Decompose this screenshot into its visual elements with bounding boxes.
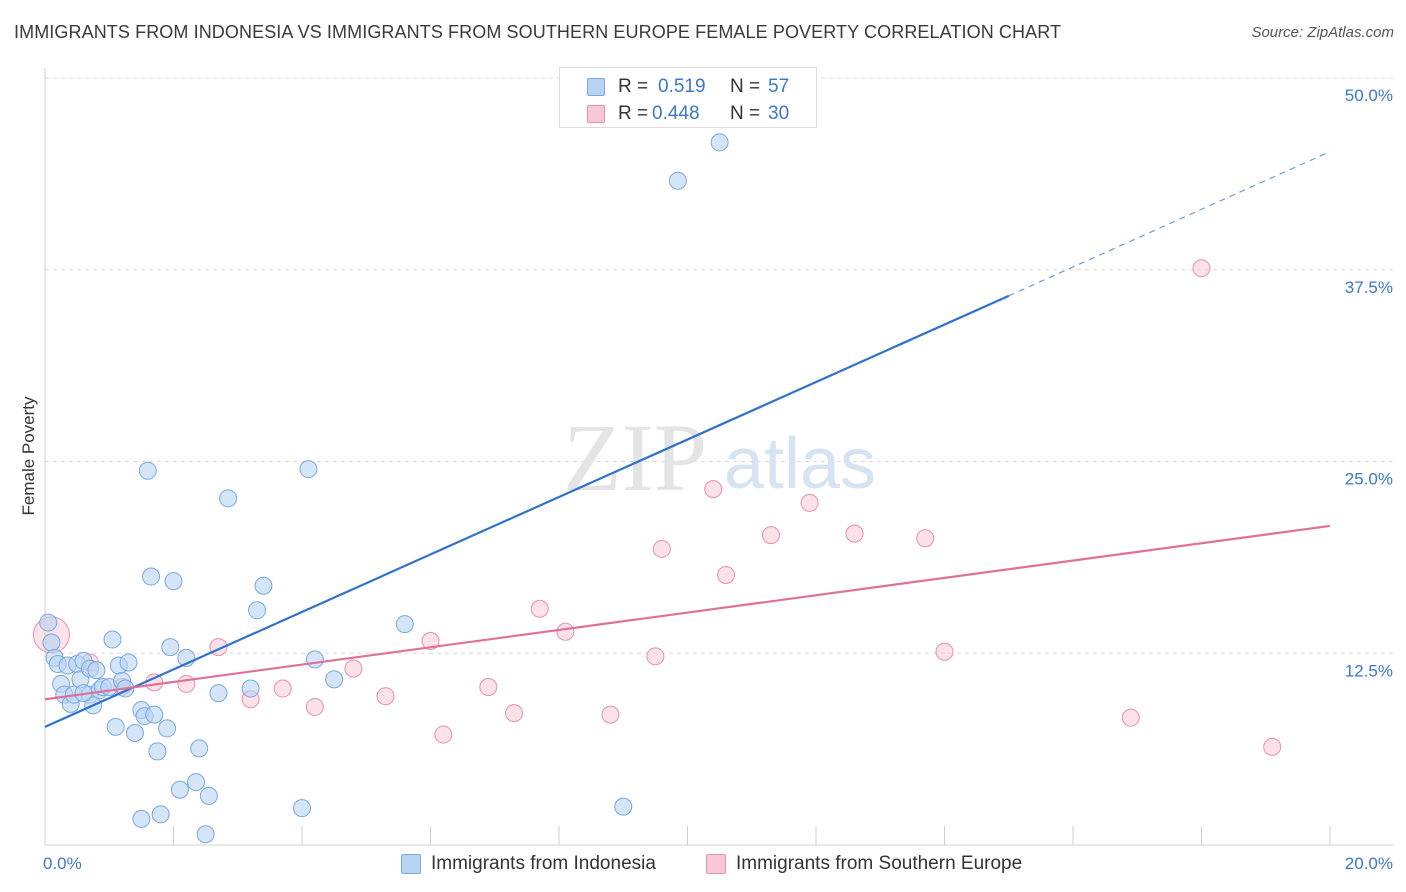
southern-europe-point <box>646 647 665 666</box>
indonesia-point <box>125 724 144 743</box>
southern-europe-point <box>1121 708 1140 727</box>
southern-europe-point <box>845 524 864 543</box>
legend-row-indonesia: R = 0.519 N = 57 <box>560 74 816 100</box>
southern-europe-point <box>800 493 819 512</box>
correlation-legend: R = 0.519 N = 57 R = 0.448 N = 30 <box>559 67 817 128</box>
indonesia-point <box>170 780 189 799</box>
indonesia-point <box>209 684 228 703</box>
southern-europe-point <box>177 674 196 693</box>
series-indonesia-points <box>39 133 729 844</box>
tick-labels: 12.5% 25.0% 37.5% 50.0% 0.0% 20.0% <box>43 86 1393 873</box>
indonesia-point <box>119 653 138 672</box>
indonesia-point <box>248 601 267 620</box>
southern-europe-point <box>717 566 736 585</box>
indonesia-trend-line <box>44 294 1010 728</box>
legend-label-southern-europe: Immigrants from Southern Europe <box>736 853 1023 874</box>
legend-swatch-blue <box>587 78 605 96</box>
southern-europe-point <box>505 704 524 723</box>
indonesia-point <box>164 572 183 591</box>
legend-r-value: 0.519 <box>658 76 706 97</box>
indonesia-point <box>148 742 167 761</box>
chart-title: IMMIGRANTS FROM INDONESIA VS IMMIGRANTS … <box>14 22 1062 42</box>
indonesia-point <box>106 717 125 736</box>
southern-europe-point <box>762 526 781 545</box>
southern-europe-point <box>556 622 575 641</box>
southern-europe-point <box>344 659 363 678</box>
indonesia-point <box>158 719 177 738</box>
legend-r-value: 0.448 <box>652 103 700 124</box>
trend-lines <box>44 151 1331 728</box>
indonesia-point <box>668 171 687 190</box>
x-tick-label: 0.0% <box>43 854 82 873</box>
indonesia-point <box>39 613 58 632</box>
x-tick-label: 20.0% <box>1345 854 1393 873</box>
indonesia-point <box>87 661 106 680</box>
indonesia-point <box>42 633 61 652</box>
indonesia-point <box>305 650 324 669</box>
indonesia-point <box>710 133 729 152</box>
southern-europe-point <box>1192 259 1211 278</box>
legend-label-indonesia: Immigrants from Indonesia <box>431 853 656 874</box>
legend-n-label: N = <box>730 76 761 97</box>
legend-n-value: 57 <box>768 76 790 97</box>
legend-r-label: R = <box>618 103 649 124</box>
watermark-zip: ZIP <box>563 404 707 511</box>
southern-europe-point <box>1263 737 1282 756</box>
southern-europe-point <box>916 529 935 548</box>
watermark: ZIP atlas <box>563 404 876 511</box>
legend-row-southern-europe: R = 0.448 N = 30 <box>560 101 816 127</box>
legend-swatch-pink <box>587 105 605 123</box>
legend-swatch-blue <box>401 854 421 874</box>
southern-europe-point <box>652 539 671 558</box>
legend-swatch-pink <box>706 854 726 874</box>
watermark-atlas: atlas <box>724 424 876 504</box>
southern-europe-trend-line <box>44 524 1331 701</box>
southern-europe-point <box>376 687 395 706</box>
y-tick-label: 25.0% <box>1345 470 1393 489</box>
indonesia-point <box>199 786 218 805</box>
indonesia-point <box>614 797 633 816</box>
indonesia-point <box>132 809 151 828</box>
southern-europe-point <box>601 705 620 724</box>
southern-europe-point <box>305 697 324 716</box>
indonesia-point <box>219 489 238 508</box>
source-label: Source: ZipAtlas.com <box>1251 24 1394 41</box>
indonesia-point <box>325 670 344 689</box>
indonesia-point <box>103 630 122 649</box>
grid-layer <box>44 68 1393 846</box>
indonesia-point <box>293 799 311 818</box>
indonesia-point <box>241 679 260 698</box>
indonesia-point <box>186 773 205 792</box>
indonesia-trend-extension <box>1008 151 1331 297</box>
indonesia-point <box>190 739 209 758</box>
southern-europe-point <box>434 725 453 744</box>
indonesia-point <box>142 567 161 586</box>
y-axis-label: Female Poverty <box>19 396 38 516</box>
indonesia-point <box>151 805 170 824</box>
y-tick-label: 37.5% <box>1345 278 1393 297</box>
southern-europe-point <box>479 677 498 696</box>
indonesia-point <box>254 576 273 595</box>
southern-europe-point <box>530 599 549 618</box>
indonesia-point <box>196 825 215 844</box>
southern-europe-point <box>704 480 723 499</box>
southern-europe-point <box>273 679 292 698</box>
indonesia-point <box>299 460 318 479</box>
y-tick-label: 12.5% <box>1345 661 1393 680</box>
y-tick-label: 50.0% <box>1345 86 1393 105</box>
indonesia-point <box>161 638 180 657</box>
legend-r-label: R = <box>618 76 649 97</box>
southern-europe-point <box>935 642 954 661</box>
southern-europe-point <box>421 631 440 650</box>
legend-n-label: N = <box>730 103 761 124</box>
indonesia-point <box>138 461 157 480</box>
legend-n-value: 30 <box>768 103 790 124</box>
indonesia-point <box>145 705 164 724</box>
indonesia-point <box>395 615 414 634</box>
